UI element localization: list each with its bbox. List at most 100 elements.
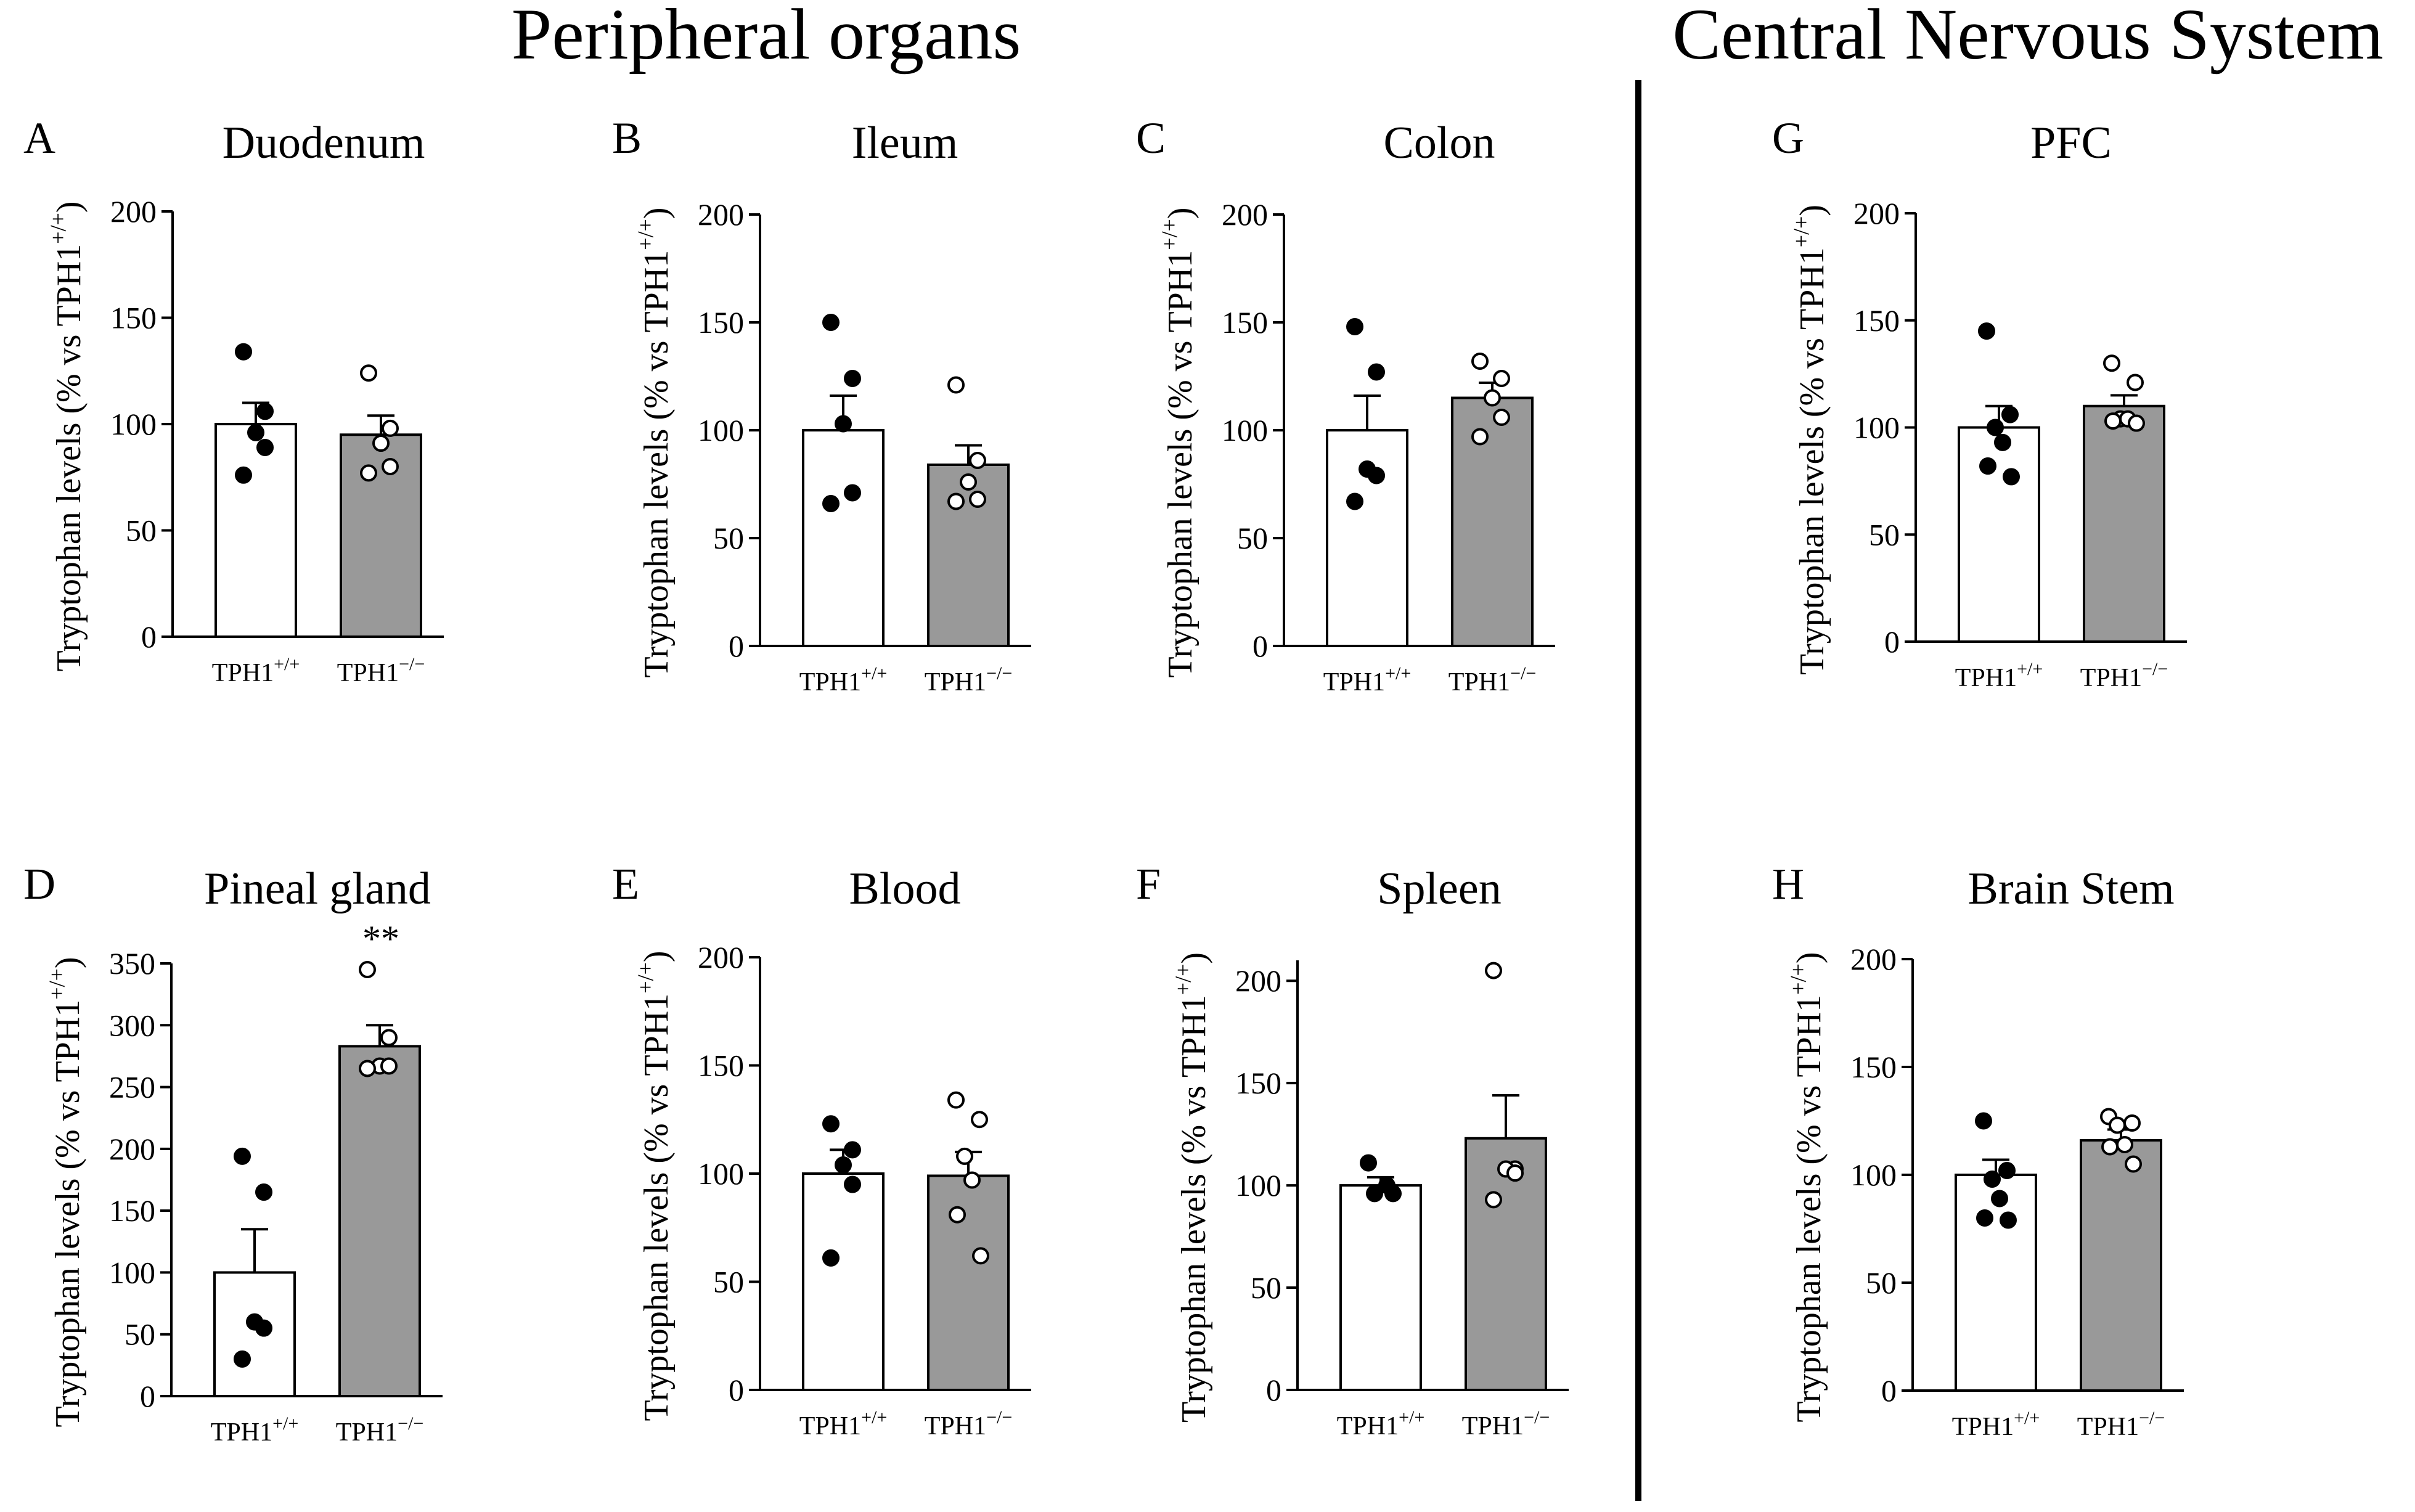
y-tick-label: 50: [126, 513, 157, 548]
data-point-wt: [844, 484, 861, 502]
data-point-ko: [969, 491, 986, 508]
data-point-ko: [359, 1060, 376, 1077]
y-axis-label: Tryptophan levels (% vs TPH1+/+): [1786, 952, 1828, 1422]
panel-letter: B: [612, 113, 642, 163]
y-axis-label: Tryptophan levels (% vs TPH1+/+): [633, 207, 676, 677]
data-point-wt: [1976, 1209, 1993, 1227]
y-tick-label: 300: [109, 1008, 155, 1042]
data-point-ko: [2116, 1136, 2133, 1153]
x-tick-label: TPH1+/+: [1955, 659, 2043, 692]
y-tick-label: 50: [713, 1265, 744, 1299]
y-tick-label: 200: [110, 194, 157, 229]
y-tick-label: 50: [1869, 517, 1900, 552]
bar-wt: [802, 429, 885, 647]
y-tick-label: 100: [1222, 413, 1268, 447]
y-tick-label: 200: [1853, 196, 1900, 231]
data-point-wt: [844, 1141, 861, 1159]
y-tick-label: 100: [1235, 1168, 1281, 1203]
data-point-wt: [256, 438, 274, 456]
data-point-ko: [969, 452, 986, 469]
y-tick-label: 350: [109, 946, 155, 981]
data-point-ko: [1471, 428, 1489, 446]
data-point-wt: [247, 423, 264, 441]
y-tick-label: 100: [698, 1156, 744, 1191]
bar-ko: [927, 464, 1010, 647]
y-tick-label: 200: [698, 197, 744, 232]
data-point-wt: [255, 1319, 272, 1337]
data-point-ko: [947, 492, 965, 510]
data-point-ko: [1493, 409, 1510, 426]
x-tick-label: TPH1+/+: [1337, 1407, 1425, 1440]
data-point-wt: [1994, 433, 2011, 451]
y-axis-label: Tryptophan levels (% vs TPH1+/+): [1171, 952, 1213, 1423]
data-point-ko: [949, 1206, 966, 1224]
panel-title: Blood: [849, 864, 961, 914]
data-point-wt: [822, 1115, 840, 1133]
data-point-wt: [844, 370, 861, 387]
panel-title: Brain Stem: [1968, 864, 2174, 914]
data-point-ko: [956, 1147, 973, 1165]
data-point-wt: [235, 343, 252, 361]
data-point-ko: [2127, 374, 2144, 391]
data-point-wt: [234, 1350, 251, 1368]
data-point-ko: [2125, 1155, 2142, 1173]
y-tick-label: 150: [1853, 303, 1900, 338]
panel-letter: C: [1136, 113, 1166, 163]
panel-d: D Pineal gland** Tryptophan levels (% vs T…: [23, 859, 443, 1447]
y-tick-label: 100: [698, 413, 744, 447]
panel-title: Colon: [1384, 118, 1495, 168]
y-tick-label: 50: [1237, 521, 1268, 555]
data-point-wt: [1366, 1185, 1383, 1203]
y-tick-label: 150: [698, 305, 744, 340]
data-point-wt: [822, 495, 840, 512]
x-tick-label: TPH1−/−: [2077, 1408, 2165, 1441]
panel-e: E Blood Tryptophan levels (% vs TPH1+/+) 0 5…: [612, 859, 1031, 1440]
data-point-wt: [844, 1175, 861, 1193]
data-point-ko: [380, 1029, 398, 1047]
x-tick-label: TPH1+/+: [1323, 663, 1412, 697]
panel-letter: G: [1772, 113, 1804, 163]
bar-wt: [1339, 1184, 1422, 1391]
y-tick-label: 150: [1850, 1050, 1897, 1084]
y-tick-label: 50: [1866, 1265, 1897, 1300]
panel-title: Ileum: [852, 118, 958, 168]
data-point-ko: [1493, 370, 1510, 387]
panel-letter: E: [612, 859, 639, 909]
data-point-ko: [360, 364, 377, 382]
y-tick-label: 250: [109, 1070, 155, 1105]
data-point-ko: [1484, 389, 1501, 407]
y-axis-label: Tryptophan levels (% vs TPH1+/+): [1157, 207, 1199, 677]
data-point-wt: [835, 415, 852, 433]
bar-wt: [213, 1271, 296, 1397]
data-point-ko: [1485, 1191, 1502, 1209]
y-tick-label: 150: [1235, 1066, 1281, 1100]
data-point-wt: [1346, 492, 1363, 510]
y-tick-label: 100: [109, 1255, 155, 1289]
y-axis-label: Tryptophan levels (% vs TPH1+/+): [1789, 205, 1831, 675]
data-point-ko: [1506, 1164, 1524, 1182]
section-title-peripheral: Peripheral organs: [512, 0, 1021, 75]
data-point-wt: [1975, 1112, 1992, 1130]
x-tick-label: TPH1−/−: [925, 1407, 1013, 1440]
data-point-ko: [359, 961, 376, 979]
x-tick-label: TPH1−/−: [336, 1413, 424, 1447]
bar-ko: [1465, 1137, 1547, 1392]
section-title-cns: Central Nervous System: [1672, 0, 2384, 75]
data-point-wt: [2003, 468, 2020, 486]
data-point-ko: [372, 435, 390, 452]
y-tick-label: 0: [140, 1379, 155, 1413]
data-point-ko: [947, 1091, 965, 1109]
panel-title: Duodenum: [223, 118, 425, 168]
y-tick-label: 100: [110, 407, 157, 441]
data-point-ko: [2128, 414, 2145, 432]
y-tick-label: 200: [1235, 963, 1281, 998]
bar-ko: [1451, 396, 1534, 647]
data-point-ko: [2104, 412, 2122, 430]
data-point-ko: [1471, 353, 1489, 370]
y-axis-label: Tryptophan levels (% vs TPH1+/+): [633, 950, 676, 1421]
data-point-wt: [1368, 467, 1385, 484]
panel-title: Pineal gland: [204, 864, 431, 914]
y-tick-label: 200: [698, 940, 744, 975]
data-point-ko: [960, 473, 977, 491]
